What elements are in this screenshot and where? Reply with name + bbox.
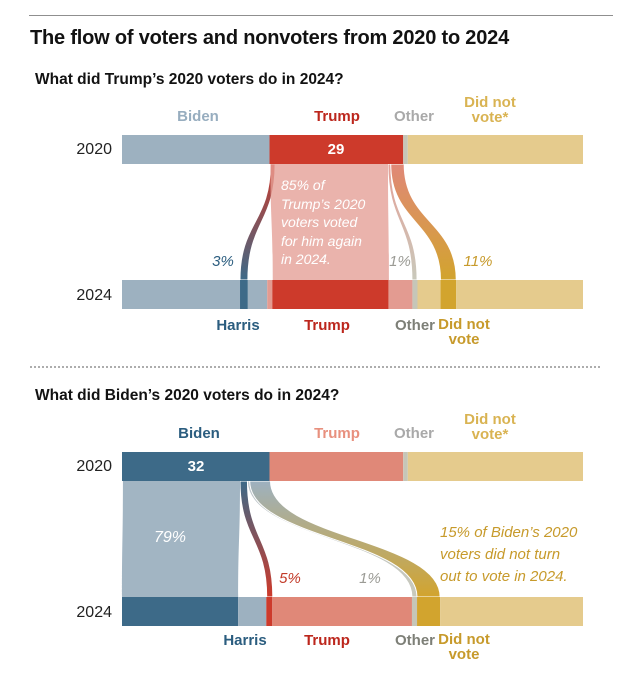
chart2-pct-trump: 5% [279,570,301,587]
chart2-bar2020-trump [269,452,404,481]
chart1-bar2024-trump-right [388,280,413,309]
chart1-bar2024-trump-from-trump [272,280,389,309]
flow-trump-to-trump [270,164,389,280]
chart1-title: What did Trump’s 2020 voters do in 2024? [35,71,344,88]
chart1-header-biden: Biden [177,108,219,125]
chart2-bar2024-dnv-rest [440,597,583,626]
chart1-bar2024-harris-from-trump [240,280,248,309]
chart2-bottom-trump: Trump [304,632,350,649]
chart1-bar2024-dnv-rest [456,280,583,309]
top-rule [29,15,613,16]
chart1-bar2024-harris [122,280,241,309]
chart2-bar2020-did-not-vote [407,452,583,481]
chart1-bar2024-harris-rest [247,280,268,309]
flow-trump-to-harris [239,163,276,281]
chart1-pct-harris: 3% [212,253,234,270]
chart2-bar2024-dnv-from-biden [417,597,441,626]
chart2-bar2024-harris-rest [238,597,267,626]
chart2-header-biden: Biden [178,425,220,442]
chart2-header-did-not-vote: Did not vote* [464,411,516,443]
chart1-pct-dnv: 11% [463,253,493,270]
chart2-bar2020-biden [122,452,270,481]
chart2-bottom-did-not-vote: Did not vote [438,631,490,663]
section-divider [30,366,600,368]
chart2-pct-other: 1% [359,570,381,587]
chart1-bar2020-biden [122,135,270,164]
chart2-annotation: 15% of Biden’s 2020 voters did not turn … [440,524,578,585]
chart1-bar2024-trump-left [267,280,273,309]
chart1-bottom-did-not-vote: Did not vote [438,316,490,348]
chart2-header-trump: Trump [314,425,360,442]
chart2-title: What did Biden’s 2020 voters do in 2024? [35,387,340,404]
chart2-bottom-harris: Harris [223,632,267,649]
chart1-header-other: Other [393,108,435,125]
chart1-bar2020-trump [269,135,404,164]
chart1-header-trump: Trump [314,108,360,125]
chart1-bar-value: 29 [327,141,345,158]
chart1-bottom-harris: Harris [216,317,260,334]
chart2-bar2024-trump-from-biden [266,597,273,626]
chart2-bar2024-harris-from-biden [122,597,239,626]
chart1-row-2020: 2020 [76,141,112,158]
chart1-bottom-trump: Trump [304,317,350,334]
flow-biden-to-harris [122,481,241,597]
chart2-header-other: Other [393,425,435,442]
chart1-row-2024: 2024 [76,287,112,304]
chart1-bar2020-did-not-vote [407,135,583,164]
chart1-bar2024-dnv-from-trump [440,280,457,309]
chart2-bottom-other: Other [394,632,436,649]
chart1-bottom-other: Other [394,317,436,334]
chart1-bar2020-other [403,135,408,164]
chart2-bar-value: 32 [187,458,205,475]
chart2-pct-harris: 79% [153,529,187,546]
chart2-bar2020-other [403,452,408,481]
chart2-row-2020: 2020 [76,458,112,475]
chart1-header-did-not-vote: Did not vote* [464,94,516,126]
chart1-bar2024-dnv-left [417,280,441,309]
chart1-flow-note: 85% of Trump’s 2020 voters voted for him… [281,177,366,267]
chart1-bar2024-other [412,280,418,309]
chart2-row-2024: 2024 [76,604,112,621]
chart2-bar2024-trump-rest [272,597,412,626]
page-title: The flow of voters and nonvoters from 20… [30,27,510,49]
chart1-pct-other: 1% [389,253,411,270]
chart2-bar2024-other [411,597,418,626]
